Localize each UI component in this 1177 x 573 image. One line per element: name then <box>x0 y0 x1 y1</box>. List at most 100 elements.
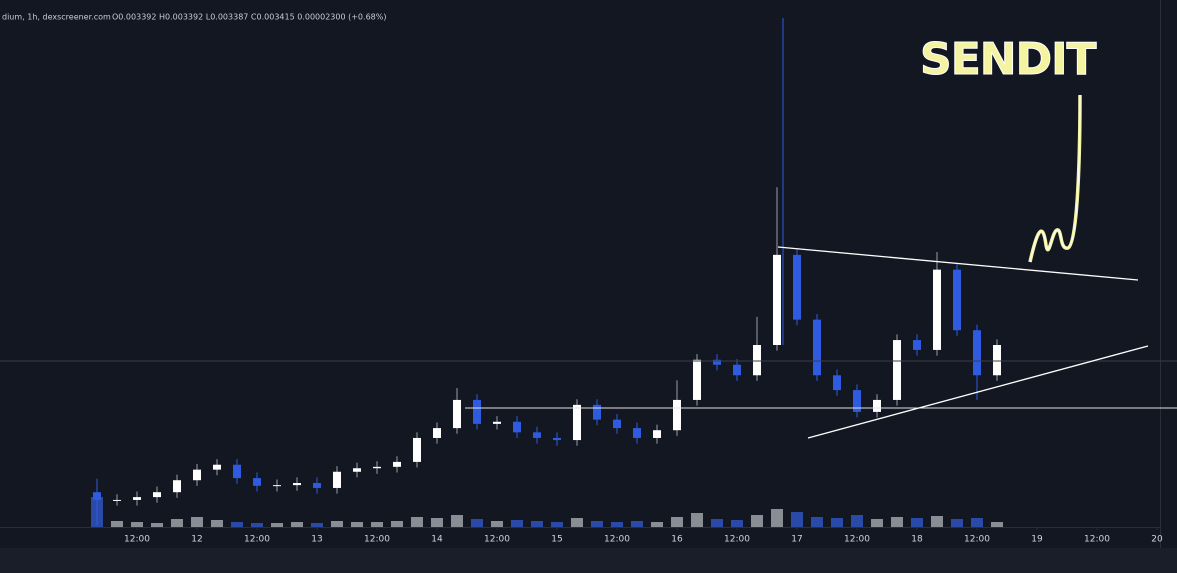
volume-bar <box>811 517 823 527</box>
candle-body <box>733 364 741 376</box>
candle-body <box>993 345 1001 376</box>
trend-line <box>807 345 1149 439</box>
volume-bar <box>291 522 303 527</box>
candle-body <box>493 421 501 424</box>
candle-body <box>153 492 161 498</box>
volume-bar <box>151 523 163 527</box>
volume-bar <box>891 517 903 527</box>
x-tick-label: 12:00 <box>844 535 870 545</box>
chart-subtitle: O0.003392 H0.003392 L0.003387 C0.003415 … <box>112 13 386 22</box>
volume-bar <box>571 518 583 527</box>
chart-title: dium, 1h, dexscreener.com <box>2 13 111 22</box>
volume-bar <box>911 518 923 527</box>
candle-body <box>853 390 861 412</box>
x-tick-label: 17 <box>791 535 802 545</box>
x-tick-label: 15 <box>551 535 562 545</box>
annotation: SENDIT <box>920 34 1096 85</box>
candle-body <box>753 345 761 376</box>
volume-bar <box>411 517 423 527</box>
candle-body <box>433 428 441 438</box>
candle-body <box>273 485 281 487</box>
x-tick-label: 14 <box>431 535 443 545</box>
volume-bar <box>971 518 983 527</box>
volume-bar <box>871 519 883 527</box>
volume-bar <box>451 515 463 527</box>
x-tick-label: 12:00 <box>1084 535 1110 545</box>
candle-body <box>793 254 801 320</box>
x-tick-label: 12 <box>191 535 202 545</box>
x-tick-label: 12:00 <box>964 535 990 545</box>
candle-body <box>773 254 781 345</box>
candle-body <box>133 497 141 500</box>
candle-body <box>193 469 201 481</box>
volume-bar <box>531 521 543 527</box>
volume-bar <box>651 522 663 527</box>
volume-bar <box>271 523 283 527</box>
candle-body <box>573 404 581 441</box>
candle-body <box>693 359 701 400</box>
volume-bar <box>611 522 623 527</box>
volume-bar <box>731 520 743 527</box>
candle-body <box>173 480 181 493</box>
volume-bar <box>231 522 243 527</box>
plot-area <box>91 187 1003 527</box>
x-tick-label: 12:00 <box>244 535 270 545</box>
volume-bar <box>831 518 843 527</box>
volume-bar <box>771 509 783 527</box>
candle-body <box>593 404 601 420</box>
trend-line <box>777 246 1139 281</box>
volume-bar <box>251 523 263 527</box>
volume-bar <box>131 522 143 527</box>
candle-body <box>713 359 721 365</box>
volume-bar <box>591 521 603 527</box>
candle-body <box>253 478 261 486</box>
volume-bar <box>991 522 1003 527</box>
arrow-squiggle <box>1029 94 1081 263</box>
volume-bar <box>211 520 223 527</box>
x-tick-label: 13 <box>311 535 322 545</box>
volume-bar <box>851 515 863 527</box>
candle-body <box>933 269 941 350</box>
candle-body <box>553 437 561 441</box>
volume-bar <box>511 520 523 527</box>
candle-body <box>113 499 121 501</box>
candle-body <box>373 466 381 469</box>
volume-bar <box>111 521 123 527</box>
volume-bar <box>471 519 483 527</box>
candle-body <box>873 399 881 412</box>
volume-bar <box>191 517 203 527</box>
volume-bar <box>431 518 443 527</box>
x-tick-label: 12:00 <box>724 535 750 545</box>
x-tick-label: 19 <box>1031 535 1043 545</box>
candle-body <box>633 428 641 438</box>
bottom-bar <box>0 548 1177 573</box>
volume-bar <box>491 521 503 527</box>
candle-body <box>213 464 221 470</box>
x-tick-label: 20 <box>1151 535 1163 545</box>
candle-body <box>333 471 341 488</box>
x-tick-label: 12:00 <box>484 535 510 545</box>
x-tick-label: 12:00 <box>364 535 390 545</box>
volume-bar <box>711 519 723 527</box>
candle-body <box>613 419 621 429</box>
candle-body <box>453 399 461 429</box>
candle-body <box>953 269 961 331</box>
candle-body <box>913 340 921 350</box>
volume-bar <box>311 523 323 527</box>
candle-body <box>293 483 301 486</box>
volume-bar <box>631 521 643 527</box>
x-tick-label: 12:00 <box>604 535 630 545</box>
volume-bar <box>551 522 563 527</box>
volume-bar <box>791 512 803 527</box>
volume-bar <box>671 517 683 527</box>
x-tick-label: 16 <box>671 535 683 545</box>
candle-body <box>533 432 541 438</box>
candle-body <box>353 468 361 472</box>
x-tick-label: 18 <box>911 535 923 545</box>
candle-body <box>313 483 321 488</box>
volume-bar <box>331 521 343 527</box>
x-tick-label: 12:00 <box>124 535 150 545</box>
candle-body <box>233 464 241 479</box>
volume-bar <box>691 513 703 527</box>
